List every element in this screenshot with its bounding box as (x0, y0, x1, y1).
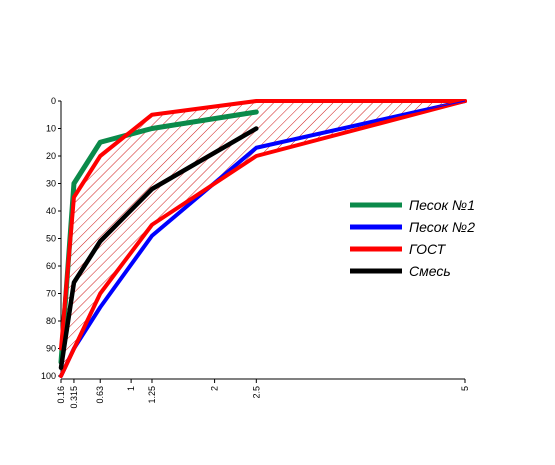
y-tick-label: 60 (46, 261, 56, 271)
x-tick-label: 0.315 (69, 386, 79, 409)
y-tick-label: 10 (46, 124, 56, 134)
y-tick-label: 0 (51, 96, 56, 106)
x-tick-label: 2 (210, 386, 220, 391)
legend-label: Песок №2 (409, 219, 475, 235)
y-tick-label: 80 (46, 316, 56, 326)
series-line (256, 100, 466, 149)
y-tick-label: 90 (46, 344, 56, 354)
x-tick-label: 0.63 (95, 386, 105, 404)
x-tick-label: 5 (460, 386, 470, 391)
y-tick-label: 70 (46, 289, 56, 299)
x-tick-label: 1.25 (147, 386, 157, 404)
y-tick-label: 20 (46, 151, 56, 161)
x-tick-label: 1 (126, 386, 136, 391)
y-tick-label: 30 (46, 179, 56, 189)
series-layer (58, 99, 467, 378)
y-tick-label: 40 (46, 206, 56, 216)
legend-label: ГОСТ (409, 241, 447, 257)
series-line (59, 99, 467, 378)
series-line (59, 99, 467, 351)
legend: Песок №1 Песок №2 ГОСТ Смесь (350, 197, 475, 279)
x-tick-label: 0.16 (56, 386, 66, 404)
gost-zone-hatch (61, 101, 465, 376)
legend-label: Смесь (409, 263, 451, 279)
hatched-zone-layer (61, 101, 465, 376)
legend-label: Песок №1 (409, 197, 475, 213)
series-line (58, 126, 259, 370)
y-tick-label: 100 (41, 371, 56, 381)
y-tick-label: 50 (46, 234, 56, 244)
x-tick-label: 2.5 (251, 386, 261, 399)
